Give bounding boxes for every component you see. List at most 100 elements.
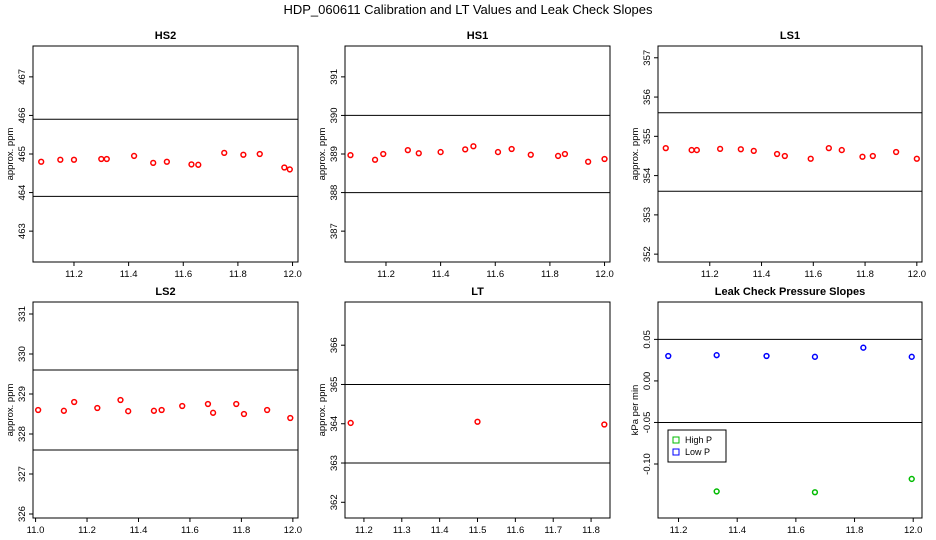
- panel-title: LS2: [155, 286, 175, 298]
- data-point: [508, 145, 515, 153]
- data-point: [807, 155, 814, 162]
- data-point: [688, 146, 695, 154]
- panel-ls1: LS1 11.2 11.4 11.6 11.8 12.0 352 353 354 355 356 35…: [630, 30, 926, 280]
- x-tick-label: 11.2: [65, 269, 83, 280]
- y-tick-label: 352: [642, 246, 653, 262]
- data-point: [750, 147, 757, 155]
- y-tick-label: 366: [329, 337, 340, 353]
- plot-frame: [32, 301, 299, 519]
- data-point: [179, 402, 186, 410]
- data-point: [94, 404, 101, 412]
- data-point: [71, 398, 78, 406]
- data-point: [125, 408, 132, 415]
- data-point: [437, 148, 444, 156]
- y-tick-label: 353: [642, 207, 653, 223]
- figure-title: HDP_060611 Calibration and LT Values and…: [283, 2, 653, 17]
- y-axis-label: approx. ppm: [5, 128, 16, 181]
- data-point: [240, 410, 248, 418]
- data-point: [371, 156, 379, 163]
- y-tick-label: -0.05: [642, 412, 653, 434]
- x-tick-label: 11.5: [469, 525, 487, 536]
- x-tick-label: 11.4: [753, 269, 771, 280]
- x-tick-label: 11.8: [856, 269, 874, 280]
- x-tick-label: 12.0: [284, 525, 303, 536]
- data-point: [130, 152, 138, 160]
- y-tick-label: 362: [329, 494, 340, 510]
- data-point: [908, 353, 915, 360]
- data-point: [98, 155, 105, 163]
- x-tick-label: 11.8: [846, 525, 864, 536]
- data-point: [380, 150, 387, 158]
- y-tick-label: 467: [17, 69, 28, 85]
- data-point: [415, 150, 422, 157]
- y-axis-label: approx. ppm: [317, 384, 328, 437]
- data-point: [57, 156, 64, 163]
- y-tick-label: 465: [17, 146, 28, 162]
- y-axis-label: approx. ppm: [317, 128, 328, 181]
- x-tick-label: 11.3: [393, 525, 411, 536]
- data-point: [554, 152, 562, 160]
- y-tick-label: 356: [642, 89, 653, 105]
- data-point: [38, 158, 45, 165]
- data-point: [494, 148, 502, 156]
- y-tick-label: 466: [17, 107, 28, 123]
- y-tick-label: 331: [17, 306, 28, 322]
- data-point: [561, 150, 569, 158]
- plot-frame: [657, 45, 923, 263]
- panel-title: LS1: [780, 30, 800, 42]
- y-tick-label: 330: [17, 346, 28, 362]
- data-point: [811, 353, 819, 360]
- data-point: [892, 148, 900, 156]
- x-tick-label: 11.2: [377, 269, 395, 280]
- x-tick-label: 11.8: [582, 525, 600, 536]
- data-point: [263, 406, 271, 414]
- data-point: [209, 409, 217, 416]
- x-tick-label: 11.8: [232, 525, 250, 536]
- panel-ls2: LS2 11.0 11.2 11.4 11.6 11.8 12.0 326 327 328 329 3…: [5, 286, 302, 536]
- x-tick-label: 11.2: [701, 269, 719, 280]
- data-point: [158, 406, 165, 414]
- panel-hs1: HS1 11.2 11.4 11.6 11.8 12.0 387 388 389 390 391 ap…: [317, 30, 614, 280]
- plot-frame: [344, 45, 611, 263]
- x-tick-label: 11.8: [541, 269, 559, 280]
- data-point: [713, 352, 720, 359]
- y-tick-label: -0.10: [642, 453, 653, 475]
- data-point: [737, 146, 744, 153]
- y-tick-label: 357: [642, 50, 653, 66]
- data-point: [70, 156, 78, 163]
- data-point: [240, 151, 247, 158]
- data-point: [34, 406, 42, 414]
- y-tick-label: 363: [329, 455, 340, 471]
- y-tick-label: 389: [329, 146, 340, 162]
- data-point: [233, 400, 240, 408]
- x-tick-label: 11.6: [787, 525, 805, 536]
- y-tick-label: 391: [329, 69, 340, 85]
- y-tick-label: 326: [17, 506, 28, 522]
- x-tick-label: 11.6: [506, 525, 524, 536]
- y-tick-label: 387: [329, 223, 340, 239]
- x-tick-label: 12.0: [595, 269, 614, 280]
- data-point: [838, 146, 845, 154]
- panels: HS2 11.2 11.4 11.6 11.8 12.0 463 464 465 466 467 ap…: [5, 30, 926, 536]
- data-point: [188, 161, 195, 168]
- x-tick-label: 11.4: [130, 525, 148, 536]
- y-tick-label: 355: [642, 128, 653, 144]
- y-tick-label: 364: [329, 416, 340, 432]
- x-tick-label: 11.4: [432, 269, 450, 280]
- data-point: [662, 144, 669, 152]
- x-tick-label: 11.8: [229, 269, 247, 280]
- legend-box: [667, 429, 727, 463]
- data-point: [287, 414, 294, 422]
- panel-title: HS1: [467, 30, 488, 42]
- data-point: [347, 419, 354, 427]
- data-point: [474, 418, 481, 425]
- data-point: [601, 421, 608, 428]
- data-point: [913, 155, 920, 162]
- y-tick-label: 464: [17, 185, 28, 201]
- panel-hs2: HS2 11.2 11.4 11.6 11.8 12.0 463 464 465 466 467 ap…: [5, 30, 302, 280]
- data-point: [117, 396, 124, 404]
- legend-swatch: [672, 436, 680, 444]
- x-tick-label: 11.0: [27, 525, 45, 536]
- legend-swatch: [672, 448, 680, 456]
- data-point: [281, 164, 288, 171]
